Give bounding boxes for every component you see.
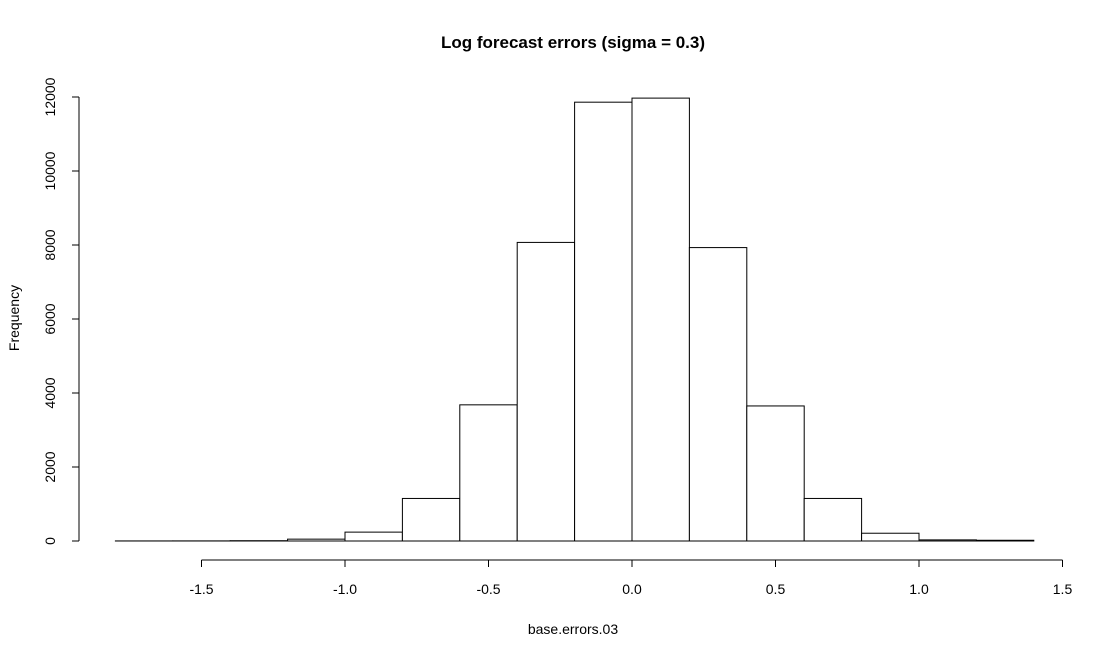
- y-tick-label: 10000: [42, 151, 58, 190]
- histogram-bar: [803, 497, 863, 542]
- histogram-bar: [459, 404, 518, 542]
- y-tick-label: 12000: [42, 77, 58, 116]
- histogram-bar: [861, 532, 920, 542]
- histogram-bar: [516, 241, 576, 542]
- bars-group: [114, 97, 1035, 542]
- histogram-bar: [631, 97, 690, 542]
- x-tick-label: -0.5: [476, 581, 500, 597]
- histogram-bar: [574, 101, 633, 542]
- y-tick-label: 4000: [42, 377, 58, 408]
- histogram-bar: [975, 539, 1035, 542]
- y-tick-label: 2000: [42, 451, 58, 482]
- x-axis: -1.5 -1.0 -0.5 0.0 0.5 1.0 1.5: [189, 559, 1073, 597]
- histogram-bar: [746, 405, 805, 542]
- x-tick-label: 0.5: [766, 581, 786, 597]
- x-tick-label: -1.0: [333, 581, 357, 597]
- x-tick-label: 0.0: [622, 581, 642, 597]
- y-axis-label: Frequency: [6, 285, 22, 351]
- histogram-bar: [344, 531, 403, 542]
- histogram-bar: [688, 247, 748, 542]
- x-tick-label: 1.5: [1053, 581, 1073, 597]
- histogram-bar: [287, 538, 346, 542]
- x-tick-label: 1.0: [909, 581, 929, 597]
- histogram-bar: [918, 539, 977, 542]
- x-tick-label: -1.5: [189, 581, 213, 597]
- y-tick-label: 8000: [42, 229, 58, 260]
- y-tick-label: 6000: [42, 303, 58, 334]
- x-axis-label: base.errors.03: [528, 621, 618, 637]
- histogram-bar: [401, 497, 461, 542]
- y-axis: 0 2000 4000 6000 8000 10000 12000: [42, 77, 80, 545]
- y-tick-label: 0: [42, 537, 58, 545]
- chart-title: Log forecast errors (sigma = 0.3): [441, 33, 705, 52]
